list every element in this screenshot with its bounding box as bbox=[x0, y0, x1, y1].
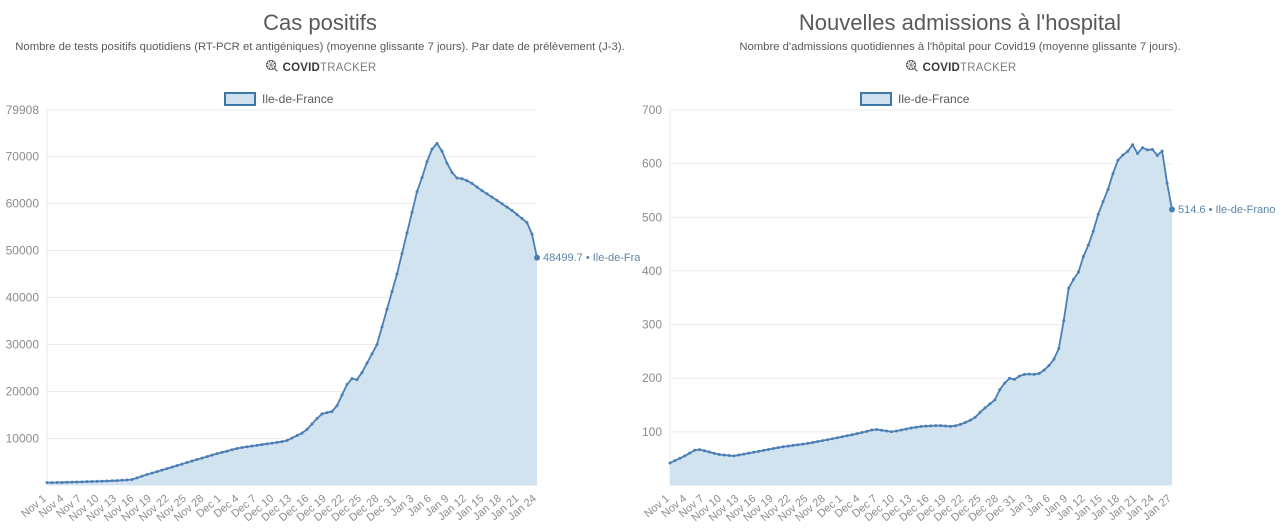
svg-text:500: 500 bbox=[642, 210, 662, 224]
svg-text:30000: 30000 bbox=[6, 338, 40, 352]
svg-text:60000: 60000 bbox=[6, 197, 40, 211]
svg-text:400: 400 bbox=[642, 264, 662, 278]
svg-text:100: 100 bbox=[642, 425, 662, 439]
svg-text:50000: 50000 bbox=[6, 244, 40, 258]
svg-text:300: 300 bbox=[642, 318, 662, 332]
svg-text:700: 700 bbox=[642, 103, 662, 117]
svg-text:79908: 79908 bbox=[6, 103, 40, 117]
svg-text:20000: 20000 bbox=[6, 385, 40, 399]
svg-text:48499.7 • Ile-de-Fra: 48499.7 • Ile-de-Fra bbox=[543, 252, 640, 264]
svg-text:514.6 • Ile-de-Frano: 514.6 • Ile-de-Frano bbox=[1178, 204, 1275, 216]
svg-text:40000: 40000 bbox=[6, 291, 40, 305]
svg-text:600: 600 bbox=[642, 157, 662, 171]
svg-text:10000: 10000 bbox=[6, 432, 40, 446]
svg-text:70000: 70000 bbox=[6, 150, 40, 164]
svg-text:200: 200 bbox=[642, 371, 662, 385]
